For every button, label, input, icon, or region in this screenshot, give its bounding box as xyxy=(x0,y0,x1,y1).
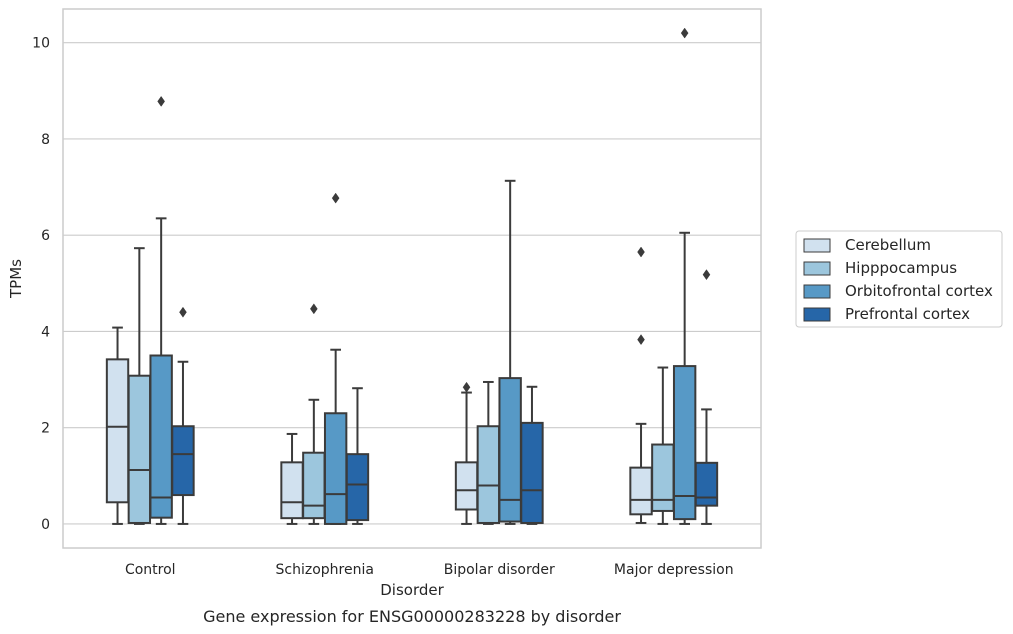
box-iqr xyxy=(476,425,501,524)
outlier-point xyxy=(157,95,165,107)
x-axis-ticks: Control Schizophrenia Bipolar disorder Majo… xyxy=(125,562,734,578)
box-iqr xyxy=(280,461,304,520)
y-tick-label: 10 xyxy=(32,36,50,52)
box-iqr xyxy=(345,453,370,522)
outlier-point xyxy=(637,334,645,346)
box-iqr xyxy=(105,358,130,504)
legend-entry-label: Prefrontal cortex xyxy=(845,305,970,323)
legend-swatch xyxy=(803,307,831,322)
legend-entry-label: Orbitofrontal cortex xyxy=(845,282,993,300)
box-element xyxy=(127,247,152,525)
x-axis-label: Disorder xyxy=(380,581,444,599)
x-tick-label: Control xyxy=(125,562,176,578)
chart-caption: Gene expression for ENSG00000283228 by d… xyxy=(203,607,621,626)
legend-entry-label: Cerebellum xyxy=(845,236,931,254)
box-iqr xyxy=(171,425,195,497)
y-tick-label: 8 xyxy=(41,132,50,148)
box-element xyxy=(454,381,479,525)
y-axis-ticks: 0 2 4 6 8 10 xyxy=(32,36,50,533)
box-element xyxy=(498,179,522,525)
box-element xyxy=(345,387,370,525)
box-element xyxy=(171,306,195,525)
y-tick-label: 4 xyxy=(41,324,50,340)
x-tick-label: Schizophrenia xyxy=(276,562,374,578)
box-element xyxy=(672,27,697,525)
outlier-point xyxy=(462,381,471,393)
outlier-point xyxy=(680,27,689,39)
box-iqr xyxy=(302,451,326,520)
outlier-point xyxy=(637,246,645,258)
legend-swatch xyxy=(803,261,831,276)
box-element xyxy=(149,95,173,525)
box-iqr xyxy=(127,374,152,524)
box-plot-series xyxy=(105,27,719,525)
y-tick-label: 2 xyxy=(41,421,50,437)
legend-entry-label: Hipppocampus xyxy=(845,259,957,277)
box-iqr xyxy=(323,412,348,525)
legend-frame xyxy=(795,230,1003,328)
y-axis-label: TPMs xyxy=(7,259,25,299)
box-iqr xyxy=(694,461,719,507)
outlier-point xyxy=(702,269,711,281)
plot-frame xyxy=(62,8,762,549)
series-group xyxy=(127,247,675,525)
x-tick-label: Bipolar disorder xyxy=(444,562,555,578)
box-element xyxy=(520,385,544,525)
box-element xyxy=(105,326,130,525)
box-iqr xyxy=(454,461,479,511)
box-iqr xyxy=(629,466,653,516)
series-group xyxy=(105,246,653,525)
series-group xyxy=(149,27,697,525)
x-tick-label: Major depression xyxy=(614,562,734,578)
legend: Cerebellum Hipppocampus Orbitofrontal cort… xyxy=(795,230,1003,328)
box-iqr xyxy=(149,354,173,519)
legend-swatch xyxy=(803,284,831,299)
outlier-point xyxy=(310,303,318,315)
outlier-point xyxy=(179,306,187,318)
box-iqr xyxy=(651,443,675,512)
box-iqr xyxy=(520,421,544,524)
outlier-point xyxy=(331,192,340,204)
box-iqr xyxy=(672,365,697,521)
box-element xyxy=(694,269,719,525)
y-tick-label: 6 xyxy=(41,228,50,244)
series-group xyxy=(171,269,719,525)
y-tick-label: 0 xyxy=(41,517,50,533)
legend-swatch xyxy=(803,238,831,253)
